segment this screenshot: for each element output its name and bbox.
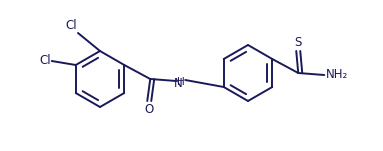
Text: Cl: Cl	[65, 19, 77, 32]
Text: S: S	[295, 36, 302, 49]
Text: Cl: Cl	[39, 55, 51, 67]
Text: O: O	[145, 103, 154, 116]
Text: N: N	[174, 77, 183, 90]
Text: NH₂: NH₂	[326, 69, 349, 82]
Text: H: H	[177, 77, 185, 87]
